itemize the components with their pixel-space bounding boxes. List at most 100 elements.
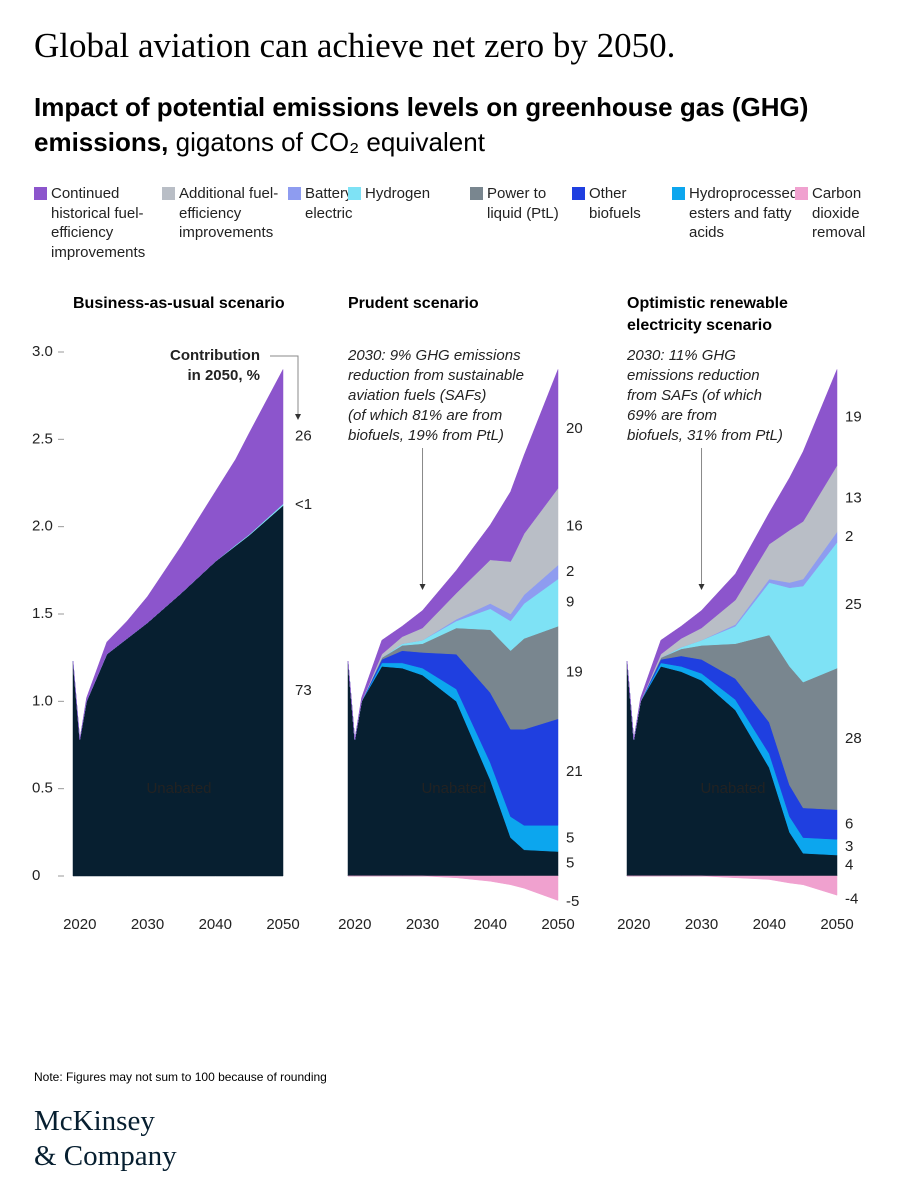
share-label: 9 (566, 594, 574, 611)
chart: 2020 2030 2040 2050 5 Unabated -5 5 21 19 9 2 16 20 20… (338, 347, 583, 933)
share-label: 6 (845, 815, 853, 832)
arrowhead (295, 414, 301, 420)
x-tick-label: 2020 (63, 916, 96, 933)
annotation: 2030: 11% GHG (626, 347, 736, 364)
legend-label: Carbon dioxide removal (812, 185, 866, 241)
share-label: 19 (845, 408, 862, 425)
share-label: <1 (295, 496, 312, 513)
legend-label: Additional fuel-efficiency improvements (179, 185, 279, 241)
chart-title: Prudent scenario (348, 295, 479, 312)
legend-item: Battery-electric (288, 184, 358, 223)
share-label: -4 (845, 891, 858, 908)
chart-title: Optimistic renewable electricity scenari… (627, 295, 788, 334)
chart: 3.0 2.5 2.0 1.5 1.0 0.5 0 2020 2030 2040 2050 73 Una… (32, 343, 312, 933)
share-label: 25 (845, 596, 862, 613)
legend-label: Other biofuels (589, 185, 641, 222)
subtitle: Impact of potential emissions levels on … (34, 90, 874, 160)
y-tick-label: 3.0 (32, 343, 53, 360)
legend-label: Hydroprocessed esters and fatty acids (689, 185, 799, 241)
share-label: -5 (566, 893, 579, 910)
chart: 2020 2030 2040 2050 4 Unabated -4 3 6 28 25 2 13 19 20… (617, 347, 862, 933)
legend-item: Other biofuels (572, 184, 662, 223)
share-label: 19 (566, 663, 583, 680)
annotation: biofuels, 31% from PtL) (627, 427, 783, 444)
y-tick-label: 2.5 (32, 430, 53, 447)
y-tick-label: 2.0 (32, 518, 53, 535)
annotation: Contribution (170, 347, 260, 364)
legend-label: Continued historical fuel-efficiency imp… (51, 185, 146, 261)
area (626, 369, 838, 740)
x-tick-label: 2030 (131, 916, 164, 933)
legend-item: Hydroprocessed esters and fatty acids (672, 184, 799, 243)
x-tick-label: 2030 (685, 916, 718, 933)
area-label: Unabated (421, 780, 486, 797)
legend-swatch (348, 187, 361, 200)
legend-item: Additional fuel-efficiency improvements (162, 184, 282, 243)
share-label: 16 (566, 518, 583, 535)
share-label: 5 (566, 829, 574, 846)
annotation-arrow (270, 355, 299, 418)
annotation: in 2050, % (187, 367, 260, 384)
legend-item: Power to liquid (PtL) (470, 184, 565, 223)
footnote: Note: Figures may not sum to 100 because… (34, 1070, 327, 1084)
legend-item: Continued historical fuel-efficiency imp… (34, 184, 154, 262)
area (627, 875, 838, 896)
share-label: 21 (566, 763, 583, 780)
logo-line: McKinsey (34, 1105, 155, 1137)
annotation: biofuels, 19% from PtL) (348, 427, 504, 444)
x-tick-label: 2030 (406, 916, 439, 933)
annotation: aviation fuels (SAFs) (348, 387, 486, 404)
share-label: 2 (566, 563, 574, 580)
legend-swatch (34, 187, 47, 200)
x-tick-label: 2040 (474, 916, 507, 933)
share-label: 73 (295, 682, 312, 699)
x-tick-label: 2020 (338, 916, 371, 933)
annotation: emissions reduction (627, 367, 760, 384)
annotation: 2030: 9% GHG emissions (347, 347, 521, 364)
subtitle-bold: Impact of potential emissions levels on … (34, 92, 809, 157)
share-label: 20 (566, 420, 583, 437)
area-label: Unabated (146, 780, 211, 797)
share-label: 28 (845, 730, 862, 747)
x-tick-label: 2020 (617, 916, 650, 933)
annotation: (of which 81% are from (348, 407, 502, 424)
share-label: 2 (845, 528, 853, 545)
annotation: 69% are from (627, 407, 717, 424)
x-tick-label: 2050 (541, 916, 574, 933)
legend-swatch (795, 187, 808, 200)
legend-label: Hydrogen (365, 185, 431, 202)
legend-swatch (470, 187, 483, 200)
x-tick-label: 2050 (820, 916, 853, 933)
share-label: 3 (845, 838, 853, 855)
y-tick-label: 0 (32, 867, 40, 884)
legend-item: Hydrogen (348, 184, 458, 204)
legend-swatch (672, 187, 685, 200)
annotation: reduction from sustainable (348, 367, 524, 384)
x-tick-label: 2050 (266, 916, 299, 933)
share-label: 26 (295, 428, 312, 445)
share-label: 13 (845, 490, 862, 507)
legend-label: Battery-electric (305, 185, 358, 222)
page-title: Global aviation can achieve net zero by … (34, 26, 676, 65)
share-label: 4 (845, 856, 853, 873)
legend-swatch (288, 187, 301, 200)
logo-line: & Company (34, 1140, 177, 1172)
share-label: 5 (566, 855, 574, 872)
x-tick-label: 2040 (753, 916, 786, 933)
area-label: Unabated (700, 780, 765, 797)
x-tick-label: 2040 (199, 916, 232, 933)
arrowhead (698, 584, 705, 590)
area (72, 369, 284, 740)
area (347, 369, 559, 740)
y-tick-label: 0.5 (32, 780, 53, 797)
area (348, 875, 559, 901)
y-tick-label: 1.5 (32, 605, 53, 622)
legend-item: Carbon dioxide removal (795, 184, 875, 243)
chart-title: Business-as-usual scenario (73, 295, 285, 312)
legend-label: Power to liquid (PtL) (487, 185, 559, 222)
y-tick-label: 1.0 (32, 692, 53, 709)
arrowhead (419, 584, 426, 590)
subtitle-unit: gigatons of CO₂ equivalent (175, 127, 485, 157)
